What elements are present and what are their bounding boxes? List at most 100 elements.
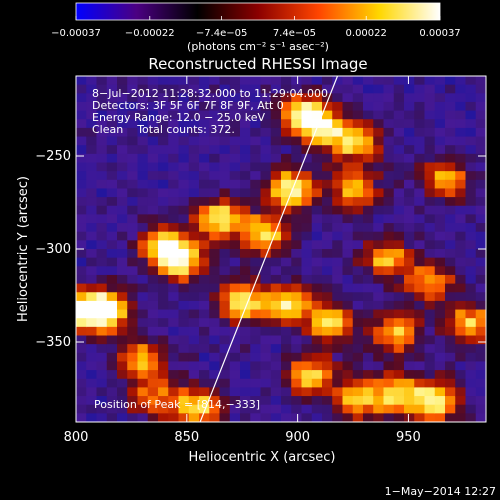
heatmap-cell: [404, 119, 415, 129]
heatmap-cell: [178, 274, 190, 285]
heatmap-cell: [86, 205, 98, 215]
heatmap-cell: [137, 309, 149, 319]
heatmap-cell: [76, 292, 87, 302]
heatmap-cell: [352, 119, 364, 129]
heatmap-cell: [455, 344, 467, 354]
heatmap-cell: [352, 162, 364, 172]
heatmap-cell: [404, 101, 415, 112]
annotation-peak-position: Position of Peak = [814,−333]: [94, 398, 260, 411]
heatmap-cell: [414, 274, 426, 285]
heatmap-cell: [127, 335, 139, 345]
heatmap-cell: [281, 318, 292, 328]
heatmap-cell: [424, 110, 436, 120]
heatmap-cell: [96, 214, 108, 224]
heatmap-cell: [76, 231, 87, 241]
heatmap-cell: [322, 266, 333, 276]
heatmap-cell: [127, 110, 139, 120]
heatmap-cell: [127, 231, 139, 241]
heatmap-cell: [199, 318, 210, 328]
heatmap-cell: [209, 136, 221, 146]
heatmap-cell: [281, 309, 292, 319]
heatmap-cell: [250, 205, 262, 215]
heatmap-cell: [209, 171, 221, 181]
heatmap-cell: [414, 352, 426, 363]
heatmap-cell: [209, 76, 221, 86]
heatmap-cell: [106, 274, 118, 285]
heatmap-cell: [383, 283, 395, 293]
heatmap-cell: [219, 136, 231, 146]
heatmap-cell: [219, 283, 231, 293]
colorbar-units-label: (photons cm⁻² s⁻¹ asec⁻²): [187, 40, 329, 53]
heatmap-cell: [301, 249, 313, 259]
heatmap-cell: [158, 344, 169, 354]
heatmap-cell: [455, 300, 467, 311]
heatmap-cell: [414, 145, 426, 155]
heatmap-cell: [281, 292, 292, 302]
heatmap-cell: [291, 76, 303, 86]
heatmap-cell: [301, 396, 313, 406]
heatmap-cell: [465, 396, 477, 406]
heatmap-cell: [137, 110, 149, 120]
heatmap-cell: [168, 326, 180, 337]
heatmap-cell: [137, 274, 149, 285]
heatmap-cell: [414, 300, 426, 311]
heatmap-cell: [86, 344, 98, 354]
heatmap-cell: [147, 300, 159, 311]
heatmap-cell: [332, 335, 344, 345]
heatmap-cell: [240, 127, 251, 138]
heatmap-cell: [250, 197, 262, 207]
y-tick-label: −250: [35, 149, 71, 164]
heatmap-cell: [322, 274, 333, 285]
heatmap-cell: [158, 361, 169, 371]
heatmap-cell: [352, 127, 364, 138]
heatmap-cell: [363, 309, 374, 319]
heatmap-cell: [209, 274, 221, 285]
heatmap-cell: [199, 300, 210, 311]
heatmap-cell: [250, 145, 262, 155]
heatmap-cell: [270, 162, 282, 172]
heatmap-cell: [311, 223, 323, 233]
heatmap-cell: [270, 396, 282, 406]
heatmap-cell: [424, 344, 436, 354]
heatmap-cell: [383, 249, 395, 259]
heatmap-cell: [281, 396, 292, 406]
heatmap-cell: [465, 205, 477, 215]
heatmap-cell: [229, 223, 241, 233]
heatmap-cell: [219, 378, 231, 388]
heatmap-cell: [86, 361, 98, 371]
heatmap-cell: [373, 335, 385, 345]
heatmap-cell: [240, 101, 251, 112]
heatmap-cell: [414, 223, 426, 233]
heatmap-cell: [475, 413, 486, 422]
heatmap-cell: [424, 378, 436, 388]
heatmap-cell: [209, 326, 221, 337]
heatmap-cell: [342, 318, 354, 328]
heatmap-cell: [393, 119, 405, 129]
heatmap-cell: [281, 197, 292, 207]
heatmap-cell: [147, 179, 159, 190]
heatmap-cell: [260, 283, 272, 293]
heatmap-cell: [465, 370, 477, 380]
heatmap-cell: [445, 309, 456, 319]
heatmap-cell: [260, 101, 272, 112]
heatmap-cell: [188, 240, 200, 250]
heatmap-cell: [301, 188, 313, 198]
heatmap-cell: [301, 145, 313, 155]
heatmap-cell: [96, 249, 108, 259]
heatmap-cell: [311, 309, 323, 319]
heatmap-cell: [168, 162, 180, 172]
heatmap-cell: [424, 257, 436, 267]
heatmap-cell: [455, 387, 467, 397]
heatmap-cell: [260, 84, 272, 94]
heatmap-cell: [332, 119, 344, 129]
heatmap-cell: [229, 300, 241, 311]
heatmap-cell: [270, 361, 282, 371]
heatmap-cell: [117, 404, 128, 414]
heatmap-cell: [96, 370, 108, 380]
heatmap-cell: [475, 214, 486, 224]
heatmap-cell: [445, 101, 456, 112]
heatmap-cell: [383, 387, 395, 397]
heatmap-cell: [76, 335, 87, 345]
heatmap-cell: [240, 361, 251, 371]
heatmap-cell: [424, 188, 436, 198]
